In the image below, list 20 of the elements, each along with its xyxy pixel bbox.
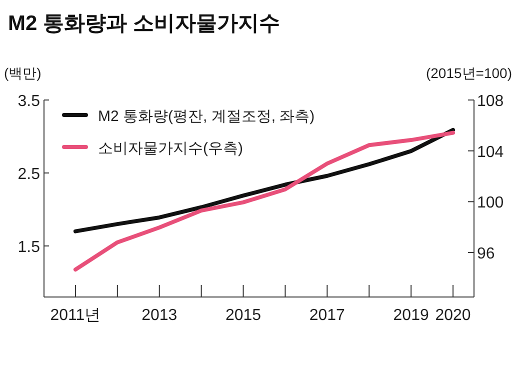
legend-label: 소비자물가지수(우측) xyxy=(98,140,243,157)
x-tick-label: 2013 xyxy=(142,307,178,324)
legend-label: M2 통화량(평잔, 계절조정, 좌측) xyxy=(98,108,315,125)
y2-tick-label: 100 xyxy=(477,194,504,212)
y2-tick-label: 96 xyxy=(477,246,495,263)
y-tick-label: 2.5 xyxy=(18,166,40,183)
x-tick-label: 2020 xyxy=(435,307,471,324)
y2-tick-label: 104 xyxy=(477,144,504,161)
x-tick-label: 2011년 xyxy=(50,307,101,324)
y2-tick-label: 108 xyxy=(477,93,504,110)
line-series xyxy=(73,128,456,234)
x-tick-label: 2015 xyxy=(225,307,262,324)
line-series xyxy=(73,130,456,272)
y-axis-title: (백만) xyxy=(4,65,42,81)
chart-title: M2 통화량과 소비자물가지수 xyxy=(8,12,280,35)
x-tick-label: 2019 xyxy=(393,307,429,324)
y-tick-label: 1.5 xyxy=(18,238,40,256)
y2-axis-title: (2015년=100) xyxy=(426,65,512,81)
y-tick-label: 3.5 xyxy=(18,93,40,110)
x-tick-label: 2017 xyxy=(309,307,346,324)
